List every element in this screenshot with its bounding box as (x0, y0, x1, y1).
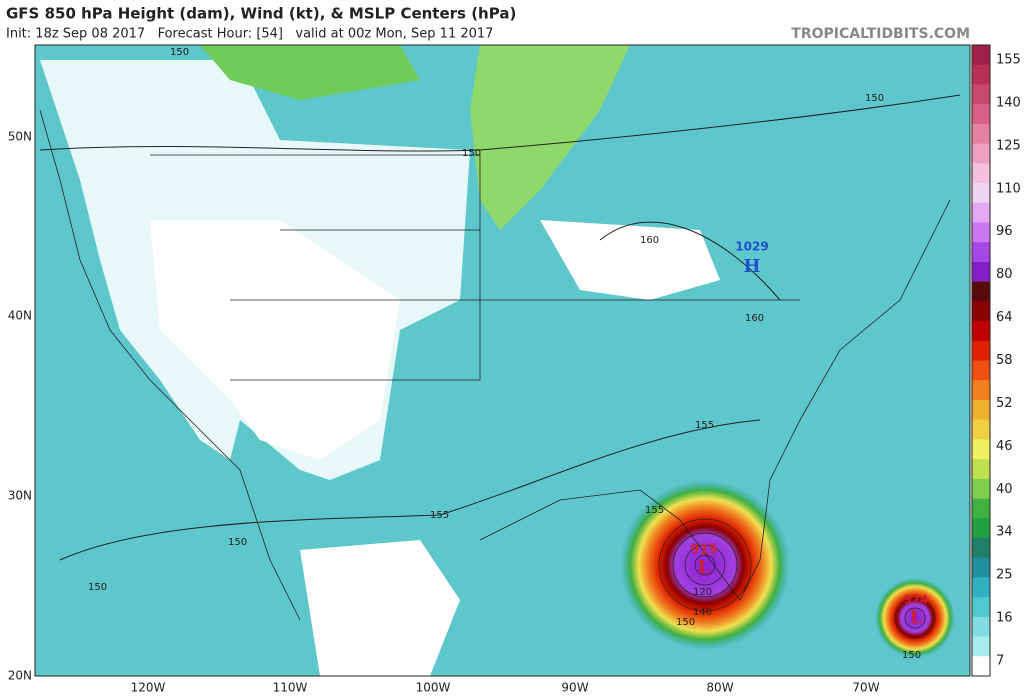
contour-label: 155 (695, 420, 714, 431)
map-frame (34, 44, 971, 677)
colorbar-segment (972, 439, 990, 460)
colorbar-segment (972, 222, 990, 243)
colorbar-segment (972, 143, 990, 164)
colorbar-label: 125 (996, 138, 1021, 153)
colorbar-segment (972, 104, 990, 125)
height-contours (39, 94, 961, 561)
colorbar-segment (972, 242, 990, 263)
pressure-center: L (910, 607, 923, 628)
map: 150 150 150 155 155 155 160 160 150 150 … (34, 44, 971, 677)
colorbar-segment (972, 45, 990, 66)
colorbar-segment (972, 656, 990, 677)
colorbar-segment (972, 261, 990, 283)
lat-label: 40N (8, 309, 32, 323)
contour-label: 150 (88, 582, 107, 593)
colorbar-segment (972, 459, 990, 480)
colorbar: 155 140 125 110 96 80 64 58 52 46 40 34 25 16 7 (971, 44, 1021, 677)
colorbar-segment (972, 478, 990, 500)
contour-label: 150 (865, 93, 884, 104)
calm-region (540, 220, 720, 300)
colorbar-segment (972, 183, 990, 204)
contour-label: 160 (640, 235, 659, 246)
colorbar-segment (972, 399, 990, 421)
pressure-center: H (743, 256, 760, 277)
colorbar-segment (972, 537, 990, 559)
isobars (658, 518, 936, 639)
colorbar-label: 7 (996, 654, 1004, 669)
colorbar-segment (972, 84, 990, 105)
colorbar-label: 140 (996, 95, 1021, 110)
colorbar-segment (972, 518, 990, 539)
colorbar-frame (971, 44, 991, 677)
pressure-value: 915 (690, 543, 717, 558)
lat-label: 20N (8, 669, 32, 683)
source: TROPICALTIDBITS.COM (791, 26, 970, 42)
pressure-value: 1029 (735, 240, 768, 254)
lat-label: 50N (8, 130, 32, 144)
contour-label: 155 (430, 510, 449, 521)
lon-label: 110W (273, 681, 308, 695)
colorbar-segment (972, 577, 990, 598)
colorbar-segment (972, 597, 990, 618)
contour-label: 150 (902, 650, 921, 661)
pressure-center: L (698, 557, 711, 578)
calm-region (300, 540, 460, 676)
contour-label: 160 (745, 313, 764, 324)
lon-label: 70W (852, 681, 879, 695)
colorbar-label: 40 (996, 482, 1013, 497)
hurricane-label: 120 (693, 587, 712, 598)
colorbar-label: 64 (996, 310, 1013, 325)
colorbar-segment (972, 281, 990, 302)
hurricane-jose (875, 578, 955, 658)
hurricane-irma (620, 480, 790, 650)
colorbar-label: 46 (996, 439, 1013, 454)
contour-label: 155 (645, 505, 664, 516)
colorbar-segment (972, 380, 990, 401)
calm-region (150, 220, 400, 460)
pressure-value: 974 (903, 593, 928, 607)
colorbar-segment (972, 123, 990, 145)
wind-streak (200, 45, 420, 100)
lon-label: 90W (561, 681, 588, 695)
contour-label: 150 (228, 537, 247, 548)
coastlines (39, 109, 951, 621)
colorbar-label: 58 (996, 353, 1013, 368)
colorbar-segment (972, 419, 990, 440)
colorbar-segment (972, 340, 990, 361)
contour-label: 150 (676, 617, 695, 628)
colorbar-segment (972, 498, 990, 519)
lat-label: 30N (8, 489, 32, 503)
colorbar-segment (972, 64, 990, 85)
colorbar-label: 25 (996, 568, 1013, 583)
lon-label: 120W (131, 681, 166, 695)
colorbar-segment (972, 636, 990, 657)
colorbar-label: 80 (996, 267, 1013, 282)
colorbar-label: 16 (996, 611, 1013, 626)
colorbar-label: 110 (996, 181, 1021, 196)
colorbar-segment (972, 163, 990, 184)
colorbar-label: 155 (996, 53, 1021, 68)
colorbar-segment (972, 557, 990, 578)
lon-label: 100W (416, 681, 451, 695)
subtitle: Init: 18z Sep 08 2017 Forecast Hour: [54… (6, 27, 493, 42)
colorbar-label: 96 (996, 224, 1013, 239)
colorbar-label: 34 (996, 525, 1013, 540)
colorbar-segment (972, 321, 990, 342)
title: GFS 850 hPa Height (dam), Wind (kt), & M… (6, 5, 516, 23)
colorbar-segment (972, 202, 990, 223)
colorbar-segment (972, 616, 990, 638)
colorbar-segment (972, 301, 990, 322)
lon-label: 80W (706, 681, 733, 695)
contour-label: 150 (170, 47, 189, 58)
wind-streak (470, 45, 630, 230)
colorbar-label: 52 (996, 396, 1013, 411)
hurricane-label: 140 (693, 607, 712, 618)
contour-label: 150 (462, 148, 481, 159)
colorbar-segment (972, 360, 990, 381)
